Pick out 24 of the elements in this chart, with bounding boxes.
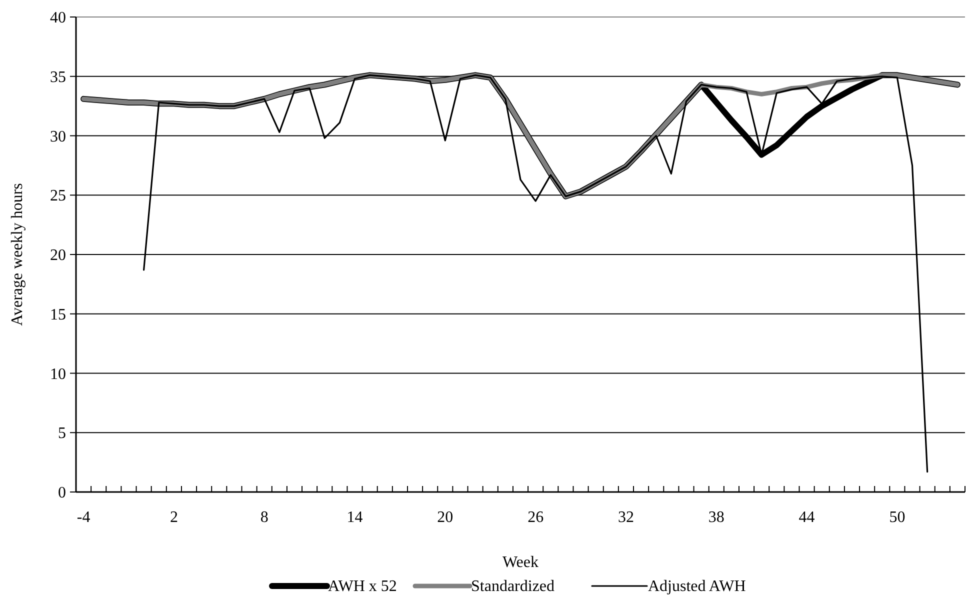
x-axis-title: Week — [502, 554, 539, 571]
x-tick-label: 20 — [437, 509, 454, 526]
y-tick-label: 20 — [50, 247, 66, 264]
y-tick-label: 30 — [50, 128, 66, 146]
y-axis-title: Average weekly hours — [9, 183, 26, 326]
y-tick-label: 0 — [58, 484, 66, 502]
y-tick-label: 5 — [58, 425, 66, 442]
x-tick-label: 32 — [618, 509, 634, 526]
x-tick-label: 2 — [170, 509, 178, 526]
legend-label: AWH x 52 — [328, 578, 397, 595]
x-tick-label: 50 — [889, 509, 906, 526]
legend-label: Standardized — [471, 578, 555, 595]
x-tick-label: 26 — [528, 509, 544, 526]
x-tick-label: 38 — [708, 509, 724, 526]
y-tick-label: 35 — [50, 68, 66, 86]
x-tick-label: 14 — [346, 509, 363, 526]
y-tick-label: 15 — [50, 306, 66, 324]
y-tick-label: 10 — [50, 366, 66, 383]
x-tick-label: -4 — [76, 509, 90, 526]
y-tick-label: 40 — [50, 10, 66, 27]
legend-label: Adjusted AWH — [648, 578, 746, 595]
x-tick-label: 8 — [260, 509, 268, 526]
x-tick-label: 44 — [798, 509, 815, 526]
y-tick-label: 25 — [50, 188, 66, 205]
